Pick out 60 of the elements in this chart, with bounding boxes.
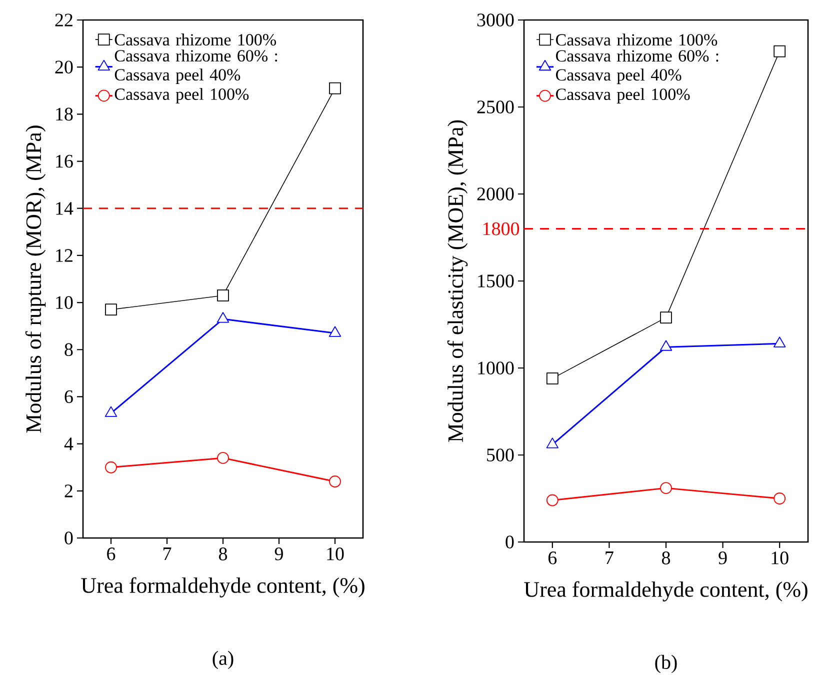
legend-label: Cassava rhizome 100% <box>556 34 718 46</box>
point <box>774 492 786 504</box>
point <box>217 290 229 302</box>
point <box>774 45 786 58</box>
point <box>660 312 672 324</box>
x-axis-title: Urea formaldehyde content, (%) <box>524 581 808 602</box>
y-tick-label: 3000 <box>477 14 514 26</box>
y-tick-label: 20 <box>55 60 73 74</box>
text: (a) <box>212 650 234 670</box>
y-tick-label: 2500 <box>477 100 514 114</box>
x-axis-title: Urea formaldehyde content, (%) <box>81 577 364 598</box>
x-tick-label: 9 <box>718 552 727 564</box>
x-tick-label: 10 <box>772 552 788 564</box>
x-tick-label: 6 <box>107 548 116 560</box>
legend-label: Cassava rhizome 60% : Cassava peel 40% <box>556 50 718 84</box>
x-tick-label: 9 <box>274 548 283 560</box>
point <box>105 304 117 316</box>
point <box>546 438 558 448</box>
ref-line-label: 1800 <box>483 222 520 236</box>
x-tick-label: 7 <box>164 548 172 560</box>
y-axis-title: Modulus of elasticity (MOE), (MPa) <box>447 120 468 442</box>
y-tick-label: 2 <box>64 484 72 498</box>
point <box>329 82 341 94</box>
x-tick-label: 10 <box>327 548 344 560</box>
x-tick-label: 8 <box>662 552 670 564</box>
legend-label: Cassava rhizome 100% <box>114 34 276 46</box>
y-tick-label: 12 <box>56 249 72 262</box>
x-tick-label: 6 <box>548 552 557 564</box>
y-tick-label: 16 <box>56 154 73 168</box>
y-tick-label: 6 <box>64 390 73 404</box>
y-tick-label: 1500 <box>478 274 514 288</box>
y-tick-label: 4 <box>64 438 74 450</box>
x-tick-label: 8 <box>218 548 228 560</box>
y-tick-label: 14 <box>56 202 74 215</box>
point <box>104 406 118 417</box>
point <box>216 312 230 323</box>
y-tick-label: 0 <box>506 536 514 548</box>
point <box>660 482 672 494</box>
point <box>546 372 558 384</box>
point <box>774 336 786 348</box>
legend-label: Cassava peel 100% <box>114 88 249 104</box>
point <box>105 461 117 474</box>
y-tick-label: 1000 <box>478 362 514 374</box>
text: (b) <box>655 654 677 674</box>
point <box>328 326 342 337</box>
y-tick-label: 10 <box>56 296 73 309</box>
x-tick-label: 7 <box>606 552 614 564</box>
legend-label: Cassava peel 100% <box>556 88 690 104</box>
y-axis-title: Modulus of rupture (MOR), (MPa) <box>25 126 46 433</box>
point <box>660 340 672 351</box>
point <box>546 494 558 506</box>
y-tick-label: 500 <box>487 448 514 462</box>
y-tick-label: 2000 <box>477 188 514 200</box>
y-tick-label: 8 <box>64 343 73 356</box>
y-tick-label: 22 <box>55 14 72 26</box>
y-tick-label: 18 <box>56 108 73 121</box>
point <box>217 452 229 464</box>
y-tick-label: 0 <box>64 532 73 544</box>
point <box>329 476 341 488</box>
legend-label: Cassava rhizome 60% : Cassava peel 40% <box>114 50 278 84</box>
